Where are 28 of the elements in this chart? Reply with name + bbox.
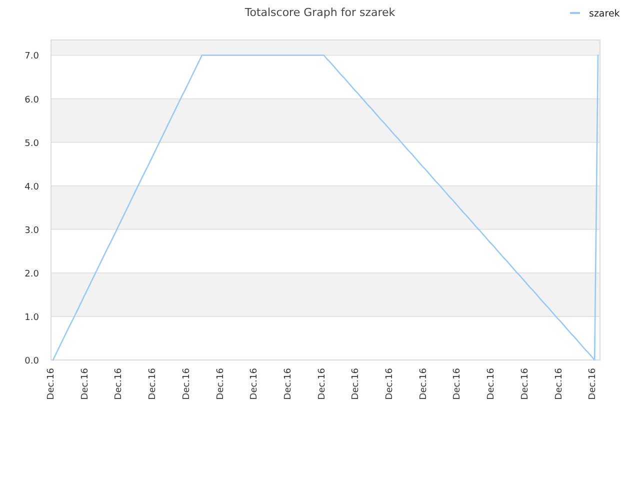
y-tick-label: 0.0	[24, 356, 40, 366]
x-tick-label: Dec.16	[148, 368, 158, 400]
y-tick-label: 4.0	[24, 182, 40, 192]
x-tick-label: Dec.16	[250, 368, 260, 400]
chart-title: Totalscore Graph for szarek	[244, 6, 396, 19]
y-tick-label: 5.0	[24, 138, 40, 149]
x-tick-label: Dec.16	[452, 368, 463, 400]
x-tick-label: Dec.16	[283, 368, 294, 400]
y-tick-label: 3.0	[24, 226, 40, 236]
x-tick-label: Dec.16	[80, 368, 90, 400]
x-tick-label: Dec.16	[182, 368, 192, 400]
x-tick-label: Dec.16	[418, 368, 429, 400]
x-tick-label: Dec.16	[520, 368, 530, 400]
x-tick-label: Dec.16	[317, 368, 328, 400]
y-tick-label: 6.0	[24, 95, 40, 106]
legend-label: szarek	[589, 8, 620, 20]
y-tick-label: 1.0	[24, 312, 40, 323]
y-tick-label: 2.0	[24, 269, 40, 280]
line-series	[52, 54, 599, 361]
x-tick-label: Dec.16	[114, 368, 124, 400]
x-tick-label: Dec.16	[351, 368, 362, 400]
x-tick-label: Dec.16	[554, 368, 564, 400]
x-tick-label: Dec.16	[588, 368, 598, 400]
x-tick-label: Dec.16	[486, 368, 497, 400]
x-tick-label: Dec.16	[385, 368, 396, 400]
y-tick-label: 7.0	[24, 52, 40, 62]
x-tick-label: Dec.16	[216, 368, 226, 400]
x-tick-label: Dec.16	[46, 368, 56, 400]
